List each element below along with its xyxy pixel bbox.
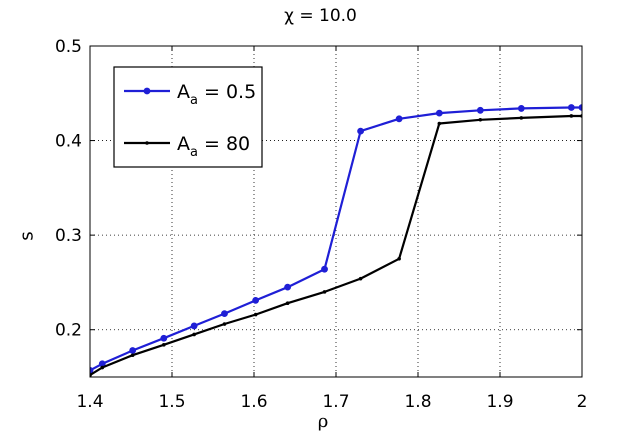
x-tick-label: 1.8 [404,392,431,412]
data-point [221,310,228,318]
data-point [130,353,135,358]
data-point [252,296,260,304]
legend-label: Aa = 80 [177,133,250,160]
data-point [395,115,403,123]
data-point [437,121,442,126]
data-point [129,347,137,354]
data-point [358,276,363,281]
data-point [519,116,524,120]
data-point [578,104,582,111]
legend-box [113,66,263,168]
legend-label-subscript: a [190,93,198,108]
data-point [222,322,227,326]
data-point [253,312,258,317]
legend-swatch-marker [143,87,151,95]
legend-label-main: A [177,81,190,103]
data-point [567,104,575,111]
y-tick-label: 0.2 [55,321,82,341]
data-point [284,283,292,291]
y-tick-label: 0.3 [55,226,82,246]
legend: Aa = 0.5Aa = 80 [113,66,263,168]
data-point [285,301,290,306]
data-point [517,105,525,112]
x-tick-label: 1.7 [322,392,349,412]
data-point [478,117,483,122]
x-tick-label: 2 [577,392,588,412]
x-tick-label: 1.9 [486,392,513,412]
data-point [100,365,105,370]
data-point [321,265,328,273]
axis-ticks: 1.4 1.5 1.6 1.7 1.8 1.9 2 0.2 0.3 0.4 0.5 [55,37,587,412]
data-point [162,343,166,347]
data-point [98,360,106,368]
data-point [190,322,198,330]
chart-title: χ = 10.0 [284,6,357,26]
legend-swatch-marker [145,141,149,145]
data-point [192,332,196,337]
data-point [322,290,327,294]
legend-label-subscript: a [190,145,198,160]
series-1 [90,104,582,374]
legend-label-main: A [177,133,190,155]
series-line [90,114,582,377]
data-point [397,256,401,261]
data-point [357,127,364,135]
data-point [435,109,443,117]
legend-label-value: = 0.5 [198,81,256,103]
legend-label-value: = 80 [198,133,250,155]
series-line [90,106,582,372]
data-point [476,106,484,114]
y-tick-label: 0.5 [55,37,82,57]
x-tick-label: 1.5 [158,392,185,412]
data-point [90,366,94,374]
data-point [160,334,168,342]
x-axis-label: ρ [317,411,329,432]
series-layer [90,104,582,377]
x-tick-label: 1.4 [76,392,103,412]
y-tick-label: 0.4 [55,132,82,152]
series-2 [90,114,582,377]
data-point [569,114,574,118]
legend-label: Aa = 0.5 [177,81,256,108]
x-tick-label: 1.6 [240,392,267,412]
